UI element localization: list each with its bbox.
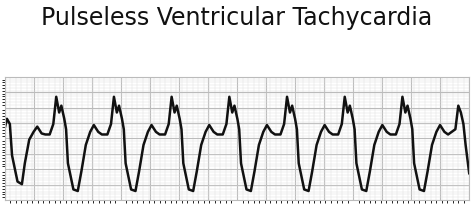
Text: Pulseless Ventricular Tachycardia: Pulseless Ventricular Tachycardia	[41, 6, 433, 30]
